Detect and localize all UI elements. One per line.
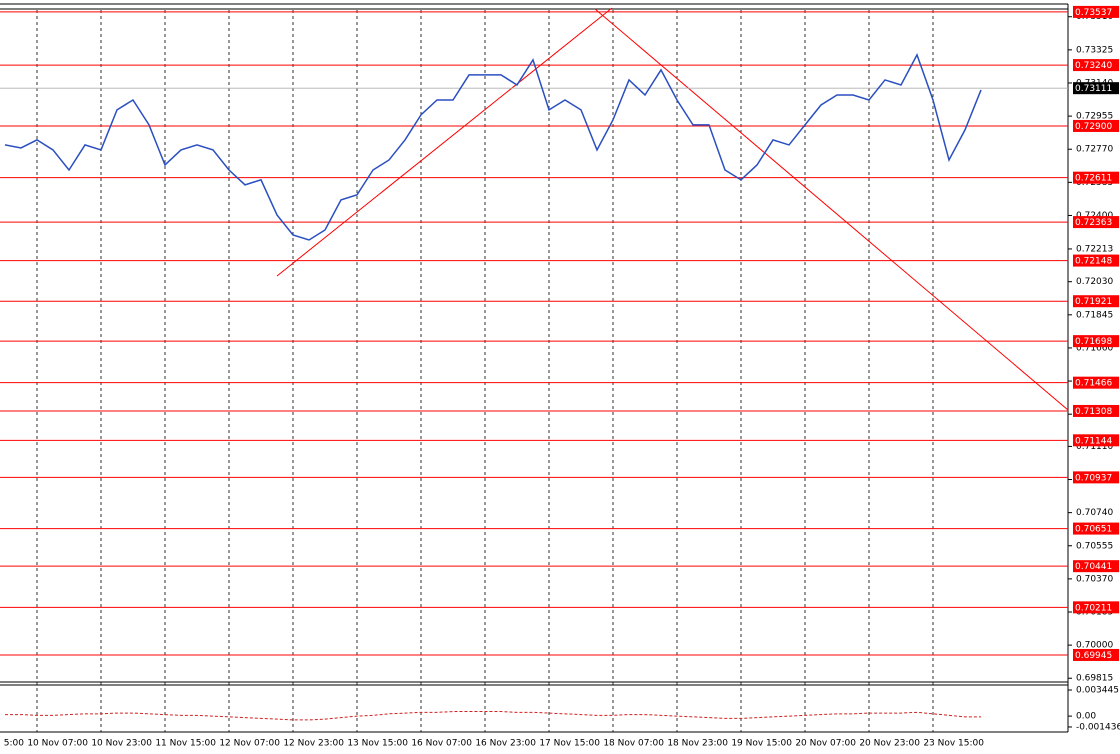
current-price-box bbox=[1073, 82, 1119, 95]
level-label: 0.72611 bbox=[1075, 174, 1112, 184]
level-label: 0.72148 bbox=[1075, 257, 1112, 267]
trend-line bbox=[594, 8, 1069, 411]
x-tick-label: 5:00 bbox=[4, 739, 24, 749]
y-tick-label: 0.72770 bbox=[1076, 145, 1113, 155]
y-tick-label: 0.72213 bbox=[1076, 244, 1113, 254]
price-panel bbox=[0, 3, 1069, 733]
y-tick-label: 0.72030 bbox=[1076, 277, 1113, 287]
level-label: 0.73240 bbox=[1075, 61, 1112, 71]
level-label-box bbox=[1073, 216, 1119, 229]
level-label-box bbox=[1073, 5, 1119, 18]
x-tick-label: 20 Nov 23:00 bbox=[859, 739, 920, 749]
level-label-box bbox=[1073, 471, 1119, 484]
level-label: 0.71921 bbox=[1075, 297, 1112, 307]
x-tick-label: 13 Nov 15:00 bbox=[347, 739, 408, 749]
level-label-box bbox=[1073, 119, 1119, 132]
x-tick-label: 23 Nov 15:00 bbox=[923, 739, 984, 749]
level-label: 0.70937 bbox=[1075, 473, 1112, 483]
level-label: 0.72363 bbox=[1075, 218, 1112, 228]
level-label: 0.70441 bbox=[1075, 562, 1112, 572]
y-tick-label: 0.70555 bbox=[1076, 541, 1113, 551]
y-tick-label: 0.71845 bbox=[1076, 310, 1113, 320]
current-price-label: 0.73111 bbox=[1075, 84, 1112, 94]
level-label: 0.71144 bbox=[1075, 436, 1112, 446]
level-label: 0.71698 bbox=[1075, 337, 1112, 347]
x-tick-label: 16 Nov 07:00 bbox=[411, 739, 472, 749]
y-tick-label: 0.70740 bbox=[1076, 508, 1113, 518]
x-tick-label: 11 Nov 15:00 bbox=[155, 739, 216, 749]
level-label-box bbox=[1073, 522, 1119, 535]
y-tick-label: 0.003445 bbox=[1076, 686, 1119, 696]
price-line bbox=[4, 53, 982, 241]
level-label: 0.72900 bbox=[1075, 122, 1112, 132]
level-label: 0.70211 bbox=[1075, 603, 1112, 613]
level-label-box bbox=[1073, 295, 1119, 308]
x-tick-label: 12 Nov 23:00 bbox=[283, 739, 344, 749]
y-tick-label: -0.001436 bbox=[1076, 722, 1120, 732]
x-tick-label: 10 Nov 23:00 bbox=[91, 739, 152, 749]
x-tick-label: 10 Nov 07:00 bbox=[27, 739, 88, 749]
x-tick-label: 12 Nov 07:00 bbox=[219, 739, 280, 749]
level-label-box bbox=[1073, 434, 1119, 447]
y-tick-label: 0.72955 bbox=[1076, 112, 1113, 122]
oscillator-line bbox=[5, 711, 981, 721]
y-tick-label: 0.72400 bbox=[1076, 211, 1113, 221]
x-tick-label: 16 Nov 23:00 bbox=[475, 739, 536, 749]
level-label-box bbox=[1073, 335, 1119, 348]
level-label-box bbox=[1073, 171, 1119, 184]
level-label-box bbox=[1073, 254, 1119, 267]
y-tick-label: 0.73325 bbox=[1076, 45, 1113, 55]
level-label-box bbox=[1073, 601, 1119, 614]
level-label-box bbox=[1073, 404, 1119, 417]
y-tick-label: 0.69815 bbox=[1076, 674, 1113, 684]
y-tick-label: 0.70370 bbox=[1076, 574, 1113, 584]
x-tick-label: 20 Nov 07:00 bbox=[795, 739, 856, 749]
trend-line bbox=[276, 7, 613, 277]
level-label: 0.70651 bbox=[1075, 525, 1112, 535]
y-tick-label: 0.70000 bbox=[1076, 641, 1113, 651]
y-tick-label: 0.71660 bbox=[1076, 343, 1113, 353]
level-label-box bbox=[1073, 560, 1119, 573]
level-label: 0.69945 bbox=[1075, 651, 1112, 661]
level-label: 0.73537 bbox=[1075, 8, 1112, 18]
level-label: 0.71466 bbox=[1075, 379, 1112, 389]
x-tick-label: 19 Nov 15:00 bbox=[731, 739, 792, 749]
x-tick-label: 17 Nov 15:00 bbox=[539, 739, 600, 749]
level-label: 0.71308 bbox=[1075, 407, 1112, 417]
level-label-box bbox=[1073, 59, 1119, 72]
level-label-box bbox=[1073, 376, 1119, 389]
x-tick-label: 18 Nov 23:00 bbox=[667, 739, 728, 749]
x-tick-label: 18 Nov 07:00 bbox=[603, 739, 664, 749]
level-label-box bbox=[1073, 648, 1119, 661]
y-tick-label: 0.71110 bbox=[1076, 442, 1113, 452]
y-tick-label: 0.00 bbox=[1076, 712, 1096, 722]
